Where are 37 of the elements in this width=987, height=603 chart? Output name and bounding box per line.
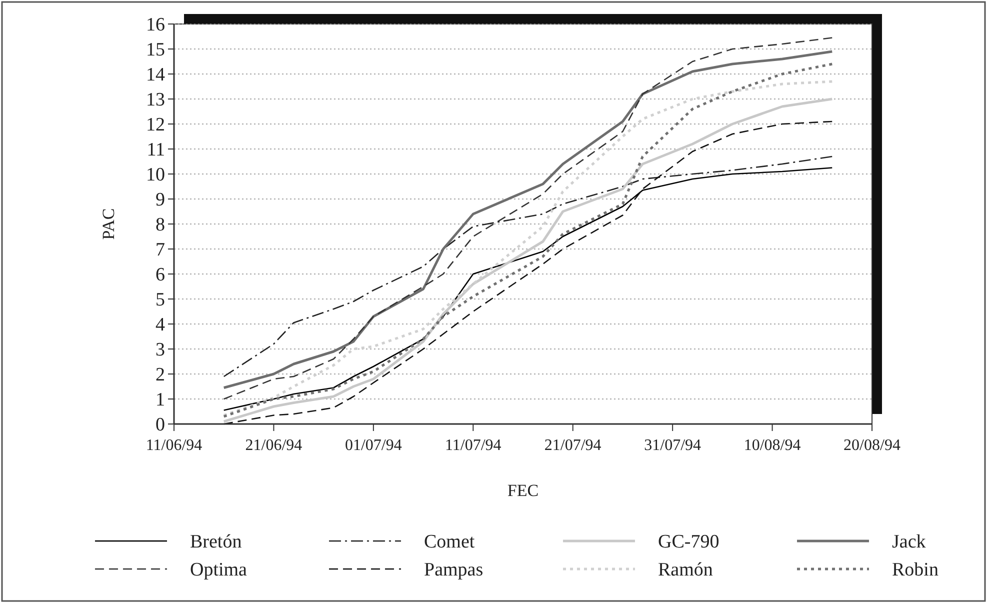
legend-label: GC-790 — [658, 532, 720, 553]
y-tick-label: 16 — [146, 14, 165, 36]
y-tick-label: 0 — [156, 414, 165, 436]
legend-label: Ramón — [658, 560, 714, 581]
y-tick-label: 9 — [156, 190, 165, 211]
legend-label: Optima — [190, 560, 248, 581]
y-tick-label: 14 — [146, 64, 166, 86]
x-tick-label: 11/07/94 — [444, 437, 502, 454]
x-tick-label: 11/06/94 — [146, 437, 202, 454]
x-tick-label: 20/08/94 — [844, 437, 900, 454]
x-tick-label: 31/07/94 — [644, 437, 702, 454]
legend-label: Comet — [424, 532, 476, 553]
x-tick-label: 10/08/94 — [744, 437, 801, 454]
y-tick-label: 3 — [156, 340, 165, 361]
y-tick-label: 5 — [156, 290, 165, 311]
legend-label: Bretón — [190, 532, 242, 553]
line-series — [223, 156, 833, 378]
y-tick-label: 8 — [156, 214, 165, 236]
legend-label: Jack — [892, 532, 926, 553]
y-tick-label: 7 — [156, 240, 165, 261]
legend-label: Pampas — [424, 560, 484, 581]
y-tick-label: 6 — [156, 264, 165, 286]
legend-label: Robin — [892, 560, 939, 581]
y-tick-label: 2 — [156, 364, 165, 386]
x-tick-label: 21/07/94 — [544, 437, 602, 454]
y-tick-label: 12 — [146, 114, 165, 136]
x-tick-label: 21/06/94 — [245, 437, 302, 454]
y-tick-label: 11 — [146, 140, 165, 161]
y-tick-label: 13 — [146, 90, 165, 111]
y-tick-label: 1 — [156, 390, 165, 411]
line-series — [223, 167, 833, 411]
y-axis-title: PAC — [99, 208, 118, 240]
y-tick-label: 15 — [146, 40, 165, 61]
y-tick-label: 4 — [156, 314, 166, 336]
x-axis-title: FEC — [507, 481, 539, 500]
x-tick-label: 01/07/94 — [344, 437, 402, 454]
y-tick-label: 10 — [146, 164, 165, 186]
